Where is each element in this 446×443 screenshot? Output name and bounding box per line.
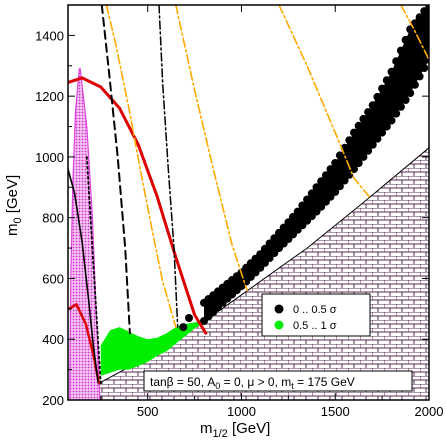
- annotation-box: [143, 370, 413, 392]
- curve-orange-2: [175, 5, 248, 292]
- x-tick-label: 500: [137, 404, 159, 419]
- data-point: [359, 152, 368, 161]
- annotation-text: tanβ = 50, A0 = 0, μ > 0, mt = 175 GeV: [150, 375, 355, 391]
- data-point: [298, 201, 307, 210]
- data-point: [373, 134, 382, 143]
- y-tick-label: 400: [42, 332, 64, 347]
- data-point: [345, 136, 354, 145]
- data-point: [293, 207, 302, 216]
- data-point: [401, 96, 410, 104]
- data-point: [275, 228, 283, 237]
- y-tick-label: 200: [42, 393, 64, 408]
- y-tick-label: 600: [42, 271, 64, 286]
- data-point: [359, 114, 368, 123]
- excluded-region: [68, 147, 429, 400]
- data-point: [378, 84, 387, 93]
- data-point: [378, 128, 387, 137]
- data-point: [350, 165, 358, 174]
- data-point: [265, 254, 274, 262]
- y-axis-title: m0 [GeV]: [4, 175, 24, 236]
- data-point: [382, 122, 391, 131]
- legend-label-green: 0.5 .. 1 σ: [293, 320, 337, 332]
- data-point: [420, 7, 429, 16]
- data-point: [260, 244, 269, 253]
- y-tick-label: 800: [42, 211, 64, 226]
- data-point: [415, 72, 424, 81]
- curve-orange-3: [278, 5, 370, 198]
- magenta-region: [69, 68, 101, 400]
- data-point: [289, 212, 297, 221]
- legend-marker-black: [274, 304, 284, 314]
- data-point: [331, 187, 340, 196]
- data-point: [354, 121, 363, 130]
- data-point: [270, 234, 279, 243]
- data-point: [368, 140, 377, 149]
- data-point: [396, 46, 405, 55]
- data-point: [382, 76, 391, 85]
- curve-black-solid: [68, 168, 99, 383]
- data-point: [415, 13, 424, 22]
- curve-black-dashdot: [158, 5, 179, 328]
- data-point: [410, 19, 419, 28]
- data-point: [307, 189, 316, 198]
- curve-red-outer: [68, 76, 208, 335]
- y-tick-label: 1400: [35, 28, 64, 43]
- data-point: [364, 108, 373, 117]
- x-axis-title: m1/2 [GeV]: [200, 420, 270, 440]
- data-point: [392, 57, 401, 66]
- data-point: [317, 202, 326, 211]
- data-point: [179, 323, 188, 332]
- green-band: [100, 319, 204, 376]
- plot-frame: [67, 4, 430, 401]
- data-point: [387, 116, 396, 125]
- data-point: [396, 102, 405, 111]
- curve-orange-4: [400, 5, 429, 61]
- x-tick-label: 1000: [227, 404, 256, 419]
- legend-marker-green: [274, 320, 284, 330]
- data-point: [265, 239, 274, 248]
- data-point: [425, 5, 429, 9]
- data-point: [256, 250, 265, 259]
- data-point: [279, 223, 288, 232]
- parameter-annotation: tanβ = 50, A0 = 0, μ > 0, mt = 175 GeV: [143, 370, 413, 392]
- legend: 0 .. 0.5 σ 0.5 .. 1 σ: [261, 293, 371, 337]
- data-point: [331, 168, 340, 177]
- data-point: [350, 128, 358, 137]
- data-point: [318, 181, 327, 190]
- plot-area: [68, 5, 429, 400]
- data-point: [401, 35, 410, 44]
- data-point: [406, 89, 415, 98]
- curve-orange-1: [105, 5, 177, 328]
- data-point: [335, 151, 344, 160]
- data-point: [340, 176, 349, 185]
- data-point: [387, 67, 396, 76]
- data-point: [374, 98, 383, 107]
- curve-black-dashed: [100, 5, 131, 335]
- data-point: [420, 64, 429, 72]
- data-point: [185, 314, 193, 322]
- data-point: [364, 146, 373, 155]
- data-point: [392, 109, 401, 118]
- data-point: [321, 171, 330, 180]
- y-tick-label: 1200: [35, 89, 64, 104]
- axis-ticks: 500 1000 1500 2000 200 400 600 800 1000 1200 1400: [35, 5, 443, 419]
- y-tick-label: 1000: [35, 150, 64, 165]
- data-point: [308, 195, 317, 204]
- legend-label-black: 0 .. 0.5 σ: [293, 304, 337, 316]
- data-point: [354, 159, 363, 167]
- x-tick-label: 2000: [415, 404, 444, 419]
- x-tick-label: 1500: [321, 404, 350, 419]
- excluded-boundary: [68, 147, 429, 400]
- data-point: [331, 159, 340, 167]
- data-point: [410, 80, 419, 89]
- data-point: [335, 182, 344, 191]
- data-point: [284, 218, 293, 227]
- black-band: [204, 5, 429, 321]
- data-point: [303, 195, 312, 204]
- curve-black-dotted: [85, 155, 102, 386]
